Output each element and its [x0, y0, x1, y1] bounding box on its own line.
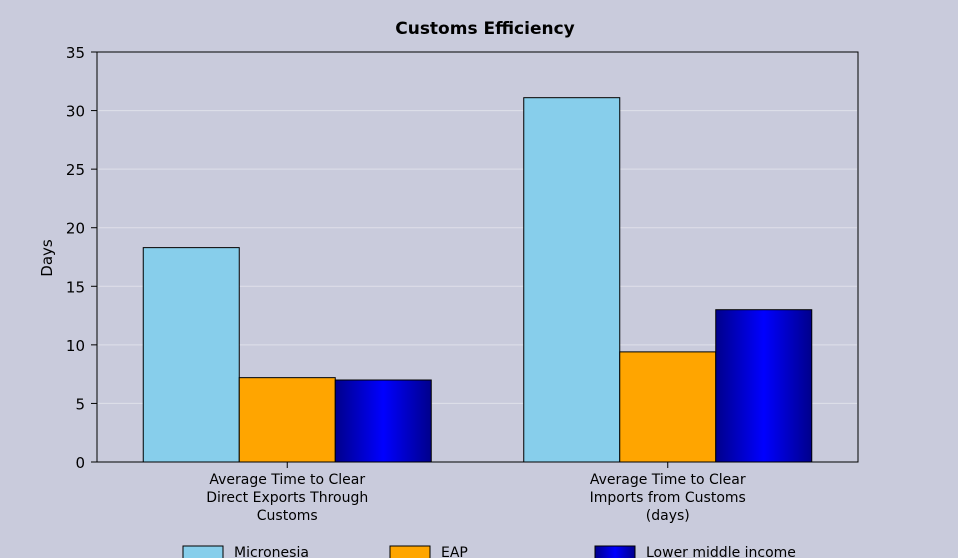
bar [334, 379, 432, 463]
chart-title: Customs Efficiency [395, 19, 575, 39]
y-tick-label: 15 [66, 278, 85, 296]
legend-label: EAP [441, 545, 468, 558]
x-axis-category-labels: Average Time to Clear Direct Exports Thro… [206, 462, 746, 524]
y-axis-ticks: 0 5 10 15 20 25 30 35 [66, 44, 97, 472]
x-category-label: Imports from Customs [590, 490, 746, 506]
bar [715, 309, 813, 463]
y-tick-label: 25 [66, 161, 85, 179]
y-tick-label: 20 [66, 220, 85, 238]
bar [142, 247, 240, 463]
legend-label: Micronesia [234, 545, 309, 558]
bar [523, 97, 621, 463]
y-axis-label: Days [38, 239, 56, 277]
bars [142, 97, 813, 463]
y-tick-label: 5 [75, 395, 85, 413]
x-category-label: Customs [257, 508, 318, 524]
y-tick-label: 10 [66, 337, 85, 355]
legend: Micronesia EAP Lower middle income [182, 545, 796, 558]
legend-swatch [389, 545, 431, 558]
legend-swatch [182, 545, 224, 558]
bar [619, 351, 717, 463]
y-tick-label: 35 [66, 44, 85, 62]
bar [238, 377, 336, 463]
legend-swatch [594, 545, 636, 558]
y-tick-label: 0 [75, 454, 85, 472]
x-category-label: Direct Exports Through [206, 490, 368, 506]
x-category-label: Average Time to Clear [209, 472, 365, 488]
x-category-label: (days) [646, 508, 690, 524]
y-tick-label: 30 [66, 103, 85, 121]
legend-label: Lower middle income [646, 545, 796, 558]
x-category-label: Average Time to Clear [590, 472, 746, 488]
